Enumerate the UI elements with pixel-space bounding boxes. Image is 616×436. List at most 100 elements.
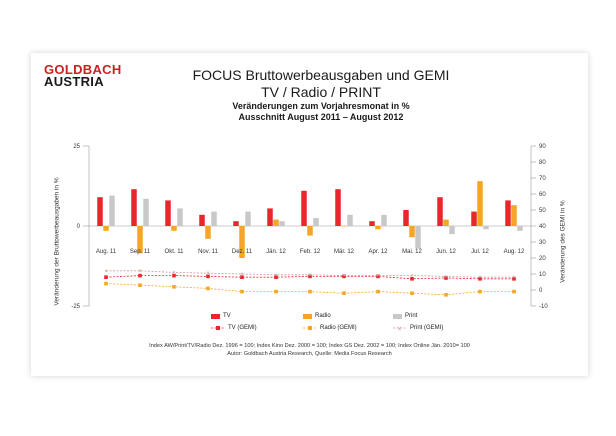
print-bar	[415, 226, 421, 249]
category-label: Feb. 12	[300, 249, 321, 255]
right-axis-tick-label: -10	[539, 304, 548, 310]
svg-text:x: x	[398, 327, 401, 332]
legend-radio-gemi-marker	[303, 326, 317, 330]
radio-gemi-point	[104, 281, 108, 286]
tv-bar	[471, 211, 477, 226]
category-label: Aug. 11	[96, 249, 117, 255]
print-bar	[313, 218, 319, 226]
print-bar	[517, 226, 523, 231]
legend-print-gemi-marker: x	[393, 327, 407, 332]
radio-gemi-point	[342, 291, 346, 295]
chart-legend: TV Radio Print TV (GEMI) Radio (GEMI)	[181, 313, 461, 339]
print-bar	[279, 221, 285, 226]
category-label: Nov. 11	[198, 249, 218, 255]
tv-bar	[267, 208, 273, 226]
tv-bar	[369, 221, 375, 226]
print-gemi-point: ×	[410, 274, 414, 280]
legend-print-label: Print	[405, 313, 418, 319]
tv-gemi-point	[376, 274, 380, 279]
chart-slide: GOLDBACH AUSTRIA FOCUS Bruttowerbeausgab…	[31, 53, 588, 376]
legend-radio-label: Radio	[315, 313, 331, 319]
legend-print-gemi: x Print (GEMI)	[393, 325, 443, 331]
tv-gemi-point	[240, 275, 244, 279]
tv-gemi-point	[342, 274, 346, 279]
print-gemi-point: ×	[444, 274, 448, 280]
print-gemi-line	[106, 270, 514, 278]
category-label: Mai. 12	[402, 249, 422, 255]
print-gemi-point: ×	[104, 269, 108, 275]
category-label: Jul. 12	[471, 249, 489, 255]
print-gemi-point: ×	[478, 275, 482, 281]
radio-bar	[307, 226, 313, 236]
legend-tv-label: TV	[223, 313, 231, 319]
right-axis-tick-label: 60	[539, 192, 546, 198]
tv-gemi-point	[138, 273, 142, 278]
tv-bar	[335, 189, 341, 226]
radio-bar	[239, 226, 245, 258]
logo-line-2: AUSTRIA	[44, 74, 104, 89]
radio-bar	[137, 226, 143, 254]
radio-gemi-point	[172, 285, 176, 289]
radio-bar	[171, 226, 177, 231]
legend-print-gemi-label: Print (GEMI)	[410, 325, 444, 331]
radio-bar	[409, 226, 415, 238]
print-bar	[177, 208, 183, 226]
print-bar	[143, 198, 149, 226]
print-gemi-point: ×	[240, 272, 244, 278]
radio-gemi-point	[376, 289, 380, 294]
print-gemi-point: ×	[172, 270, 176, 276]
category-label: Okt. 11	[165, 249, 185, 255]
right-axis-tick-label: 80	[539, 160, 546, 166]
right-axis-tick-label: 50	[539, 208, 546, 214]
print-bar	[245, 211, 251, 226]
radio-gemi-point	[308, 289, 312, 294]
chart-subtitle: TV / Radio / PRINT	[261, 84, 381, 100]
print-gemi-point: ×	[138, 269, 142, 275]
tv-bar	[199, 214, 205, 226]
legend-tv-gemi-label: TV (GEMI)	[228, 325, 257, 331]
tv-gemi-point	[478, 277, 482, 281]
tv-bar	[131, 189, 137, 226]
radio-bar	[477, 181, 483, 226]
legend-tv-gemi: TV (GEMI)	[211, 325, 257, 331]
footnote-source: Autor: Goldbach Austria Research, Quelle…	[227, 351, 392, 357]
chart-footnote: Index AW/Print/TV/Radio Dez. 1996 = 100;…	[31, 342, 588, 358]
tv-bar	[437, 197, 443, 226]
print-bar	[381, 214, 387, 226]
radio-bar	[341, 226, 347, 227]
radio-gemi-point	[240, 289, 244, 294]
radio-gemi-point	[478, 289, 482, 294]
tv-gemi-point	[206, 274, 210, 279]
radio-gemi-point	[274, 289, 278, 294]
right-axis-tick-label: 90	[539, 144, 546, 150]
goldbach-austria-logo: GOLDBACH AUSTRIA	[44, 63, 122, 89]
tv-gemi-point	[104, 275, 108, 279]
tv-gemi-point	[512, 277, 516, 281]
tv-gemi-point	[308, 274, 312, 279]
print-bar	[347, 214, 353, 226]
legend-radio-swatch	[303, 313, 312, 319]
print-bar	[109, 195, 115, 226]
legend-tv-gemi-marker	[211, 326, 225, 330]
chart-title-block: FOCUS Bruttowerbeausgaben und GEMI TV / …	[161, 67, 481, 123]
legend-print: Print	[393, 313, 417, 319]
chart-description: Veränderungen zum Vorjahresmonat in %	[232, 101, 410, 111]
tv-gemi-point	[444, 276, 448, 280]
right-axis-tick-label: 30	[539, 240, 546, 246]
left-axis-tick-label: -25	[71, 304, 80, 310]
print-gemi-point: ×	[206, 271, 210, 277]
chart-period: Ausschnitt August 2011 – August 2012	[238, 112, 404, 122]
left-axis-tick-label: 25	[73, 144, 80, 150]
tv-gemi-point	[172, 273, 176, 278]
radio-gemi-point	[138, 283, 142, 287]
tv-bar	[97, 197, 103, 226]
print-gemi-point: ×	[308, 273, 312, 279]
radio-bar	[103, 226, 109, 231]
category-label: Jän. 12	[266, 249, 286, 255]
category-label: Dez. 11	[232, 249, 253, 255]
category-label: Apr. 12	[368, 249, 388, 255]
chart-plot: 25 0 -25 90 80 70 60 50 40 30 20 10 0 -10 Aug. 11 Sep. …	[71, 144, 548, 310]
tv-bar	[165, 200, 171, 226]
print-bar	[211, 211, 217, 226]
print-gemi-point: ×	[512, 275, 516, 281]
